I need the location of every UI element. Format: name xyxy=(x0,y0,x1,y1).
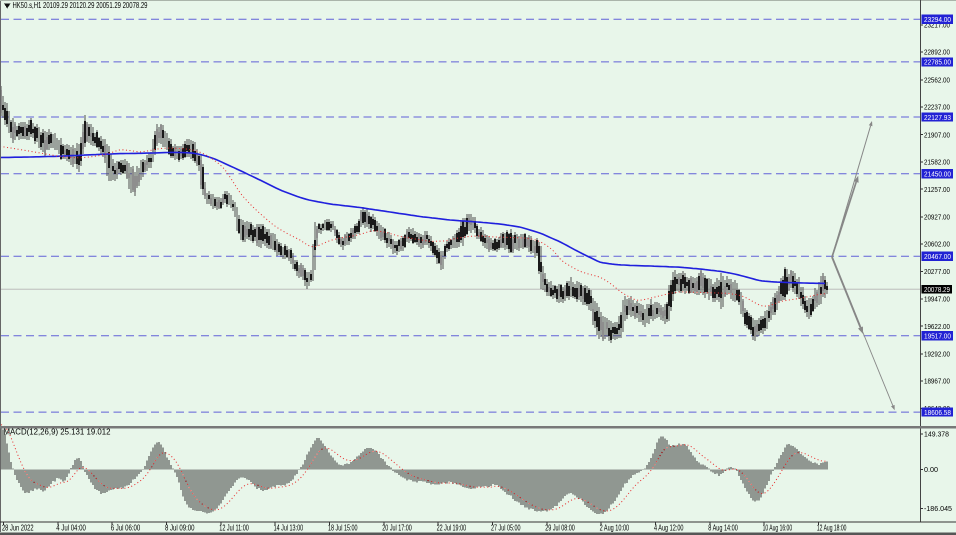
svg-text:18967.00: 18967.00 xyxy=(924,377,950,386)
svg-text:HK50.s,H1 20109.29 20120.29 2: HK50.s,H1 20109.29 20120.29 20051.29 200… xyxy=(13,0,148,10)
svg-text:22562.00: 22562.00 xyxy=(924,75,950,84)
svg-text:10 Aug 16:00: 10 Aug 16:00 xyxy=(763,523,793,532)
svg-text:22237.00: 22237.00 xyxy=(924,103,950,112)
svg-text:20927.00: 20927.00 xyxy=(924,212,950,221)
svg-text:MACD(12,26,9) 25.131 19.012: MACD(12,26,9) 25.131 19.012 xyxy=(4,427,111,437)
svg-text:20467.00: 20467.00 xyxy=(924,252,951,261)
svg-text:20602.00: 20602.00 xyxy=(924,240,950,249)
svg-text:23294.00: 23294.00 xyxy=(924,15,951,24)
svg-text:22 Jul 19:00: 22 Jul 19:00 xyxy=(437,523,467,532)
svg-text:19292.00: 19292.00 xyxy=(924,350,950,359)
svg-text:19947.00: 19947.00 xyxy=(924,295,950,304)
svg-text:22892.00: 22892.00 xyxy=(924,48,950,57)
svg-text:19622.00: 19622.00 xyxy=(924,322,950,331)
svg-text:22785.00: 22785.00 xyxy=(924,58,951,67)
svg-text:4 Jul 04:00: 4 Jul 04:00 xyxy=(56,523,86,532)
svg-text:21257.00: 21257.00 xyxy=(924,185,950,194)
svg-text:18606.58: 18606.58 xyxy=(924,408,951,417)
svg-text:-186.045: -186.045 xyxy=(924,504,952,513)
svg-text:8 Aug 14:00: 8 Aug 14:00 xyxy=(708,523,738,532)
svg-text:20277.00: 20277.00 xyxy=(924,267,950,276)
svg-text:0.00: 0.00 xyxy=(924,465,938,474)
svg-text:2 Aug 10:00: 2 Aug 10:00 xyxy=(600,523,630,532)
svg-text:20 Jul 17:00: 20 Jul 17:00 xyxy=(382,523,412,532)
svg-text:8 Jul 09:00: 8 Jul 09:00 xyxy=(165,523,195,532)
svg-text:19517.00: 19517.00 xyxy=(924,332,951,341)
svg-text:21582.00: 21582.00 xyxy=(924,158,950,167)
svg-text:23217.00: 23217.00 xyxy=(924,21,950,30)
svg-text:20078.29: 20078.29 xyxy=(924,285,950,294)
svg-text:14 Jul 13:00: 14 Jul 13:00 xyxy=(274,523,304,532)
svg-text:27 Jul 05:00: 27 Jul 05:00 xyxy=(491,523,521,532)
svg-text:4 Aug 12:00: 4 Aug 12:00 xyxy=(654,523,684,532)
svg-text:21450.00: 21450.00 xyxy=(924,170,951,179)
svg-text:22127.93: 22127.93 xyxy=(924,113,951,122)
svg-text:28 Jun 2022: 28 Jun 2022 xyxy=(2,523,34,532)
svg-text:12 Jul 11:00: 12 Jul 11:00 xyxy=(219,523,249,532)
svg-text:12 Aug 18:00: 12 Aug 18:00 xyxy=(817,523,847,532)
svg-text:149.378: 149.378 xyxy=(924,429,949,438)
svg-text:21907.00: 21907.00 xyxy=(924,130,950,139)
svg-text:18 Jul 15:00: 18 Jul 15:00 xyxy=(328,523,358,532)
svg-text:6 Jul 06:00: 6 Jul 06:00 xyxy=(111,523,141,532)
svg-text:29 Jul 08:00: 29 Jul 08:00 xyxy=(545,523,575,532)
